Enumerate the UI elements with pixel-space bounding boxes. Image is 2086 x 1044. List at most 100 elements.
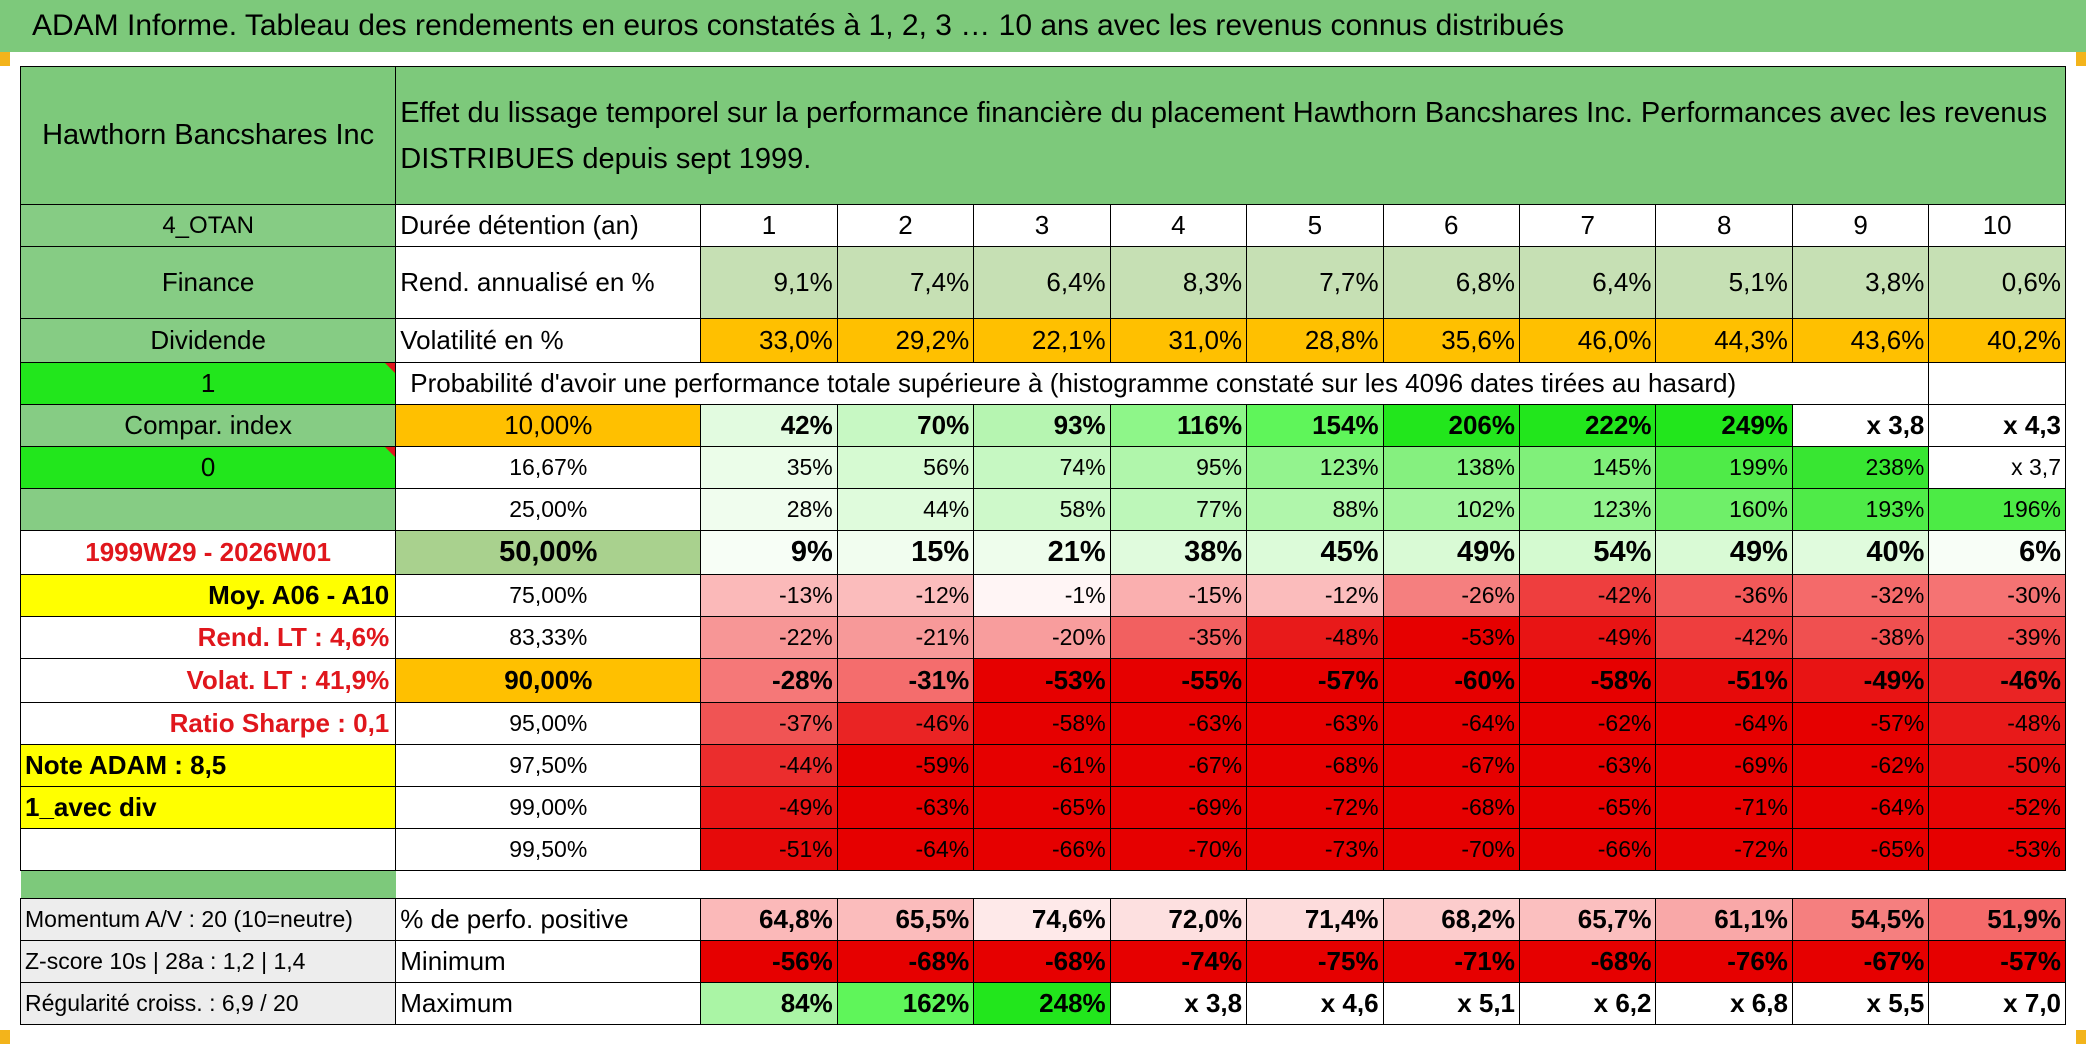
minimum-cell: -68% bbox=[1519, 940, 1657, 983]
positive-cell: 68,2% bbox=[1382, 898, 1521, 941]
minimum-cell: -75% bbox=[1246, 940, 1384, 983]
quantile-label: 50,00% bbox=[395, 530, 702, 575]
annualized-return-cell: 5,1% bbox=[1655, 246, 1793, 319]
quantile-label: 16,67% bbox=[395, 446, 702, 489]
probability-cell: -57% bbox=[1246, 658, 1384, 703]
probability-cell: -49% bbox=[1791, 658, 1930, 703]
positive-cell: 65,7% bbox=[1519, 898, 1657, 941]
probability-cell: 9% bbox=[700, 530, 838, 575]
positive-cell: 51,9% bbox=[1928, 898, 2066, 941]
probability-cell: 45% bbox=[1246, 530, 1384, 575]
quantile-label: 90,00% bbox=[395, 658, 702, 703]
probability-cell: -63% bbox=[1109, 702, 1248, 745]
probability-cell: -60% bbox=[1382, 658, 1521, 703]
positive-cell: 54,5% bbox=[1791, 898, 1930, 941]
probability-cell: -28% bbox=[700, 658, 838, 703]
flag-one: 1 bbox=[19, 362, 397, 405]
empty-cell bbox=[1792, 362, 1930, 405]
quantile-label: 10,00% bbox=[395, 404, 702, 447]
probability-cell: 160% bbox=[1655, 488, 1793, 531]
probability-cell: -53% bbox=[973, 658, 1111, 703]
probability-cell: -72% bbox=[1246, 786, 1384, 829]
spacer-green bbox=[20, 870, 396, 899]
probability-row: Ratio Sharpe : 0,1 95,00% -37% -46% -58% -6… bbox=[19, 702, 2066, 745]
probability-cell: -12% bbox=[1246, 574, 1384, 617]
probability-cell: 38% bbox=[1109, 530, 1248, 575]
maximum-cell: x 3,8 bbox=[1109, 982, 1248, 1025]
probability-cell: -37% bbox=[700, 702, 838, 745]
probability-cell: -63% bbox=[1246, 702, 1384, 745]
probability-row: Compar. index 10,00% 42% 70% 93% 116% 154% 20… bbox=[19, 404, 2066, 447]
probability-cell: 74% bbox=[973, 446, 1111, 489]
corner-marker-right bbox=[2076, 52, 2086, 66]
probability-cell: -72% bbox=[1655, 828, 1793, 871]
annualized-return-cell: 7,7% bbox=[1246, 246, 1384, 319]
probability-cell: 40% bbox=[1791, 530, 1930, 575]
probability-cell: x 3,7 bbox=[1928, 446, 2066, 489]
volatility-cell: 44,3% bbox=[1655, 318, 1793, 363]
probability-row: Volat. LT : 41,9% 90,00% -28% -31% -53% -55… bbox=[19, 658, 2066, 703]
probability-cell: -71% bbox=[1655, 786, 1793, 829]
probability-cell: -67% bbox=[1382, 744, 1521, 787]
minimum-cell: -74% bbox=[1109, 940, 1248, 983]
probability-cell: 249% bbox=[1655, 404, 1793, 447]
year-header: 2 bbox=[836, 204, 975, 247]
annualized-return-cell: 6,4% bbox=[1519, 246, 1657, 319]
probability-cell: 145% bbox=[1519, 446, 1657, 489]
long-term-volatility: Volat. LT : 41,9% bbox=[19, 658, 397, 703]
volatility-cell: 46,0% bbox=[1519, 318, 1657, 363]
probability-cell: 15% bbox=[836, 530, 975, 575]
probability-cell: -39% bbox=[1928, 616, 2066, 659]
probability-row: 1999W29 - 2026W01 50,00% 9% 15% 21% 38% 45% 4… bbox=[19, 530, 2066, 575]
probability-cell: -62% bbox=[1519, 702, 1657, 745]
probability-cell: -48% bbox=[1928, 702, 2066, 745]
probability-cell: 49% bbox=[1382, 530, 1521, 575]
probability-cell: -69% bbox=[1109, 786, 1248, 829]
probability-cell: -1% bbox=[973, 574, 1111, 617]
period-label: 1999W29 - 2026W01 bbox=[19, 530, 397, 575]
volatility-cell: 28,8% bbox=[1246, 318, 1384, 363]
dividend-mode: 1_avec div bbox=[19, 786, 397, 829]
minimum-cell: -67% bbox=[1791, 940, 1930, 983]
probability-cell: -46% bbox=[1928, 658, 2066, 703]
year-header: 4 bbox=[1109, 204, 1248, 247]
quantile-label: 75,00% bbox=[395, 574, 702, 617]
regularity-label: Régularité croiss. : 6,9 / 20 bbox=[19, 982, 397, 1025]
quantile-label: 99,00% bbox=[395, 786, 702, 829]
probability-cell: -38% bbox=[1791, 616, 1930, 659]
probability-cell: 102% bbox=[1382, 488, 1521, 531]
minimum-cell: -57% bbox=[1928, 940, 2066, 983]
probability-cell: -70% bbox=[1382, 828, 1521, 871]
minimum-cell: -68% bbox=[836, 940, 975, 983]
type-label: Dividende bbox=[19, 318, 397, 363]
probability-cell: -49% bbox=[1519, 616, 1657, 659]
fund-name: Hawthorn Bancshares Inc bbox=[19, 66, 397, 205]
probability-cell: 77% bbox=[1109, 488, 1248, 531]
probability-cell: 199% bbox=[1655, 446, 1793, 489]
quantile-label: 97,50% bbox=[395, 744, 702, 787]
year-header: 5 bbox=[1246, 204, 1384, 247]
probability-cell: -53% bbox=[1928, 828, 2066, 871]
maximum-label: Maximum bbox=[395, 982, 702, 1025]
probability-cell: 238% bbox=[1791, 446, 1930, 489]
probability-cell: -66% bbox=[973, 828, 1111, 871]
annualized-return-cell: 0,6% bbox=[1928, 246, 2066, 319]
probability-cell: -58% bbox=[1519, 658, 1657, 703]
sharpe-ratio: Ratio Sharpe : 0,1 bbox=[19, 702, 397, 745]
probability-cell: -49% bbox=[700, 786, 838, 829]
probability-cell: -66% bbox=[1519, 828, 1657, 871]
probability-row: Moy. A06 - A10 75,00% -13% -12% -1% -15% -12… bbox=[19, 574, 2066, 617]
probability-cell: 54% bbox=[1519, 530, 1657, 575]
probability-cell: -52% bbox=[1928, 786, 2066, 829]
probability-cell: -57% bbox=[1791, 702, 1930, 745]
holding-duration-label: Durée détention (an) bbox=[395, 204, 702, 247]
probability-cell: -65% bbox=[973, 786, 1111, 829]
volatility-cell: 35,6% bbox=[1382, 318, 1521, 363]
year-header: 6 bbox=[1382, 204, 1521, 247]
probability-cell: -51% bbox=[700, 828, 838, 871]
maximum-cell: x 7,0 bbox=[1928, 982, 2066, 1025]
probability-row: 25,00% 28% 44% 58% 77% 88% 102% 123% 160% 193% 19… bbox=[19, 488, 2066, 531]
probability-cell: -46% bbox=[836, 702, 975, 745]
year-header: 1 bbox=[700, 204, 838, 247]
probability-cell: -55% bbox=[1109, 658, 1248, 703]
